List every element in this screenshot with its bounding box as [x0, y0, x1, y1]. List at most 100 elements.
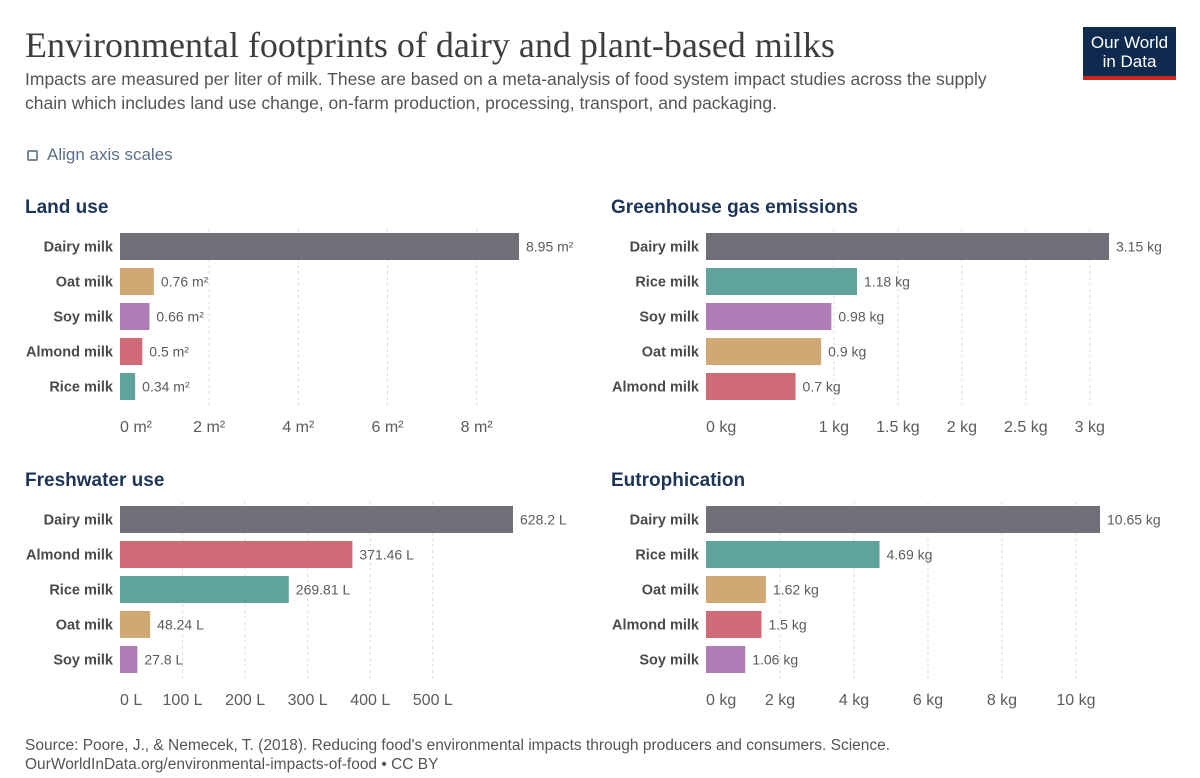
land-use-tick-label: 4 m² — [282, 419, 315, 436]
land-use-tick-label: 0 m² — [120, 419, 153, 436]
land-use-bar-almond-milk[interactable] — [120, 338, 143, 365]
land-use-category-label: Oat milk — [56, 275, 114, 291]
freshwater-tick-label: 0 L — [120, 692, 142, 709]
ghg-tick-label: 1 kg — [819, 419, 849, 436]
ghg-value-label: 0.98 kg — [838, 309, 884, 325]
eutrophication-bar-almond-milk[interactable] — [706, 611, 762, 638]
eutrophication-value-label: 4.69 kg — [887, 547, 933, 563]
owid-logo[interactable]: Our World in Data — [1083, 27, 1176, 80]
eutrophication-value-label: 1.5 kg — [768, 617, 806, 633]
ghg-bar-oat-milk[interactable] — [706, 338, 822, 365]
freshwater-value-label: 269.81 L — [296, 582, 351, 598]
panel-title-eutrophication: Eutrophication — [611, 470, 746, 491]
ghg-tick-label: 2.5 kg — [1004, 419, 1048, 436]
freshwater-bar-almond-milk[interactable] — [120, 541, 353, 568]
freshwater-bar-dairy-milk[interactable] — [120, 506, 513, 533]
eutrophication-tick-label: 6 kg — [913, 692, 943, 709]
freshwater-value-label: 27.8 L — [144, 652, 183, 668]
ghg-value-label: 0.7 kg — [803, 379, 841, 395]
eutrophication-category-label: Rice milk — [635, 548, 700, 564]
ghg-bar-soy-milk[interactable] — [706, 303, 832, 330]
align-axis-label: Align axis scales — [47, 145, 173, 164]
source-line-2[interactable]: OurWorldInData.org/environmental-impacts… — [25, 756, 439, 773]
land-use-bar-dairy-milk[interactable] — [120, 233, 519, 260]
eutrophication-tick-label: 0 kg — [706, 692, 736, 709]
chart-eutrophication: Dairy milk 10.65 kg Rice milk 4.69 kg Oat mi… — [612, 502, 1161, 709]
freshwater-bar-oat-milk[interactable] — [120, 611, 151, 638]
land-use-category-label: Rice milk — [49, 380, 114, 396]
ghg-category-label: Oat milk — [642, 345, 700, 361]
freshwater-bar-rice-milk[interactable] — [120, 576, 289, 603]
chart-subtitle: Impacts are measured per liter of milk. … — [25, 69, 987, 113]
eutrophication-bar-rice-milk[interactable] — [706, 541, 880, 568]
eutrophication-value-label: 1.06 kg — [752, 652, 798, 668]
ghg-category-label: Almond milk — [612, 380, 700, 396]
eutrophication-tick-label: 10 kg — [1056, 692, 1095, 709]
eutrophication-bar-soy-milk[interactable] — [706, 646, 746, 673]
land-use-category-label: Soy milk — [53, 310, 114, 326]
land-use-value-label: 8.95 m² — [526, 239, 574, 255]
ghg-bar-rice-milk[interactable] — [706, 268, 857, 295]
ghg-category-label: Rice milk — [635, 275, 700, 291]
ghg-value-label: 0.9 kg — [828, 344, 866, 360]
freshwater-category-label: Rice milk — [49, 583, 114, 599]
panel-title-land-use: Land use — [25, 197, 109, 218]
ghg-bar-dairy-milk[interactable] — [706, 233, 1109, 260]
land-use-bar-soy-milk[interactable] — [120, 303, 150, 330]
freshwater-category-label: Almond milk — [26, 548, 114, 564]
freshwater-tick-label: 200 L — [225, 692, 265, 709]
freshwater-bar-soy-milk[interactable] — [120, 646, 138, 673]
land-use-category-label: Almond milk — [26, 345, 114, 361]
ghg-value-label: 1.18 kg — [864, 274, 910, 290]
ghg-bar-almond-milk[interactable] — [706, 373, 796, 400]
freshwater-value-label: 628.2 L — [520, 512, 567, 528]
eutrophication-category-label: Oat milk — [642, 583, 700, 599]
land-use-tick-label: 8 m² — [461, 419, 494, 436]
freshwater-tick-label: 300 L — [288, 692, 328, 709]
eutrophication-bar-dairy-milk[interactable] — [706, 506, 1100, 533]
land-use-tick-label: 6 m² — [371, 419, 404, 436]
eutrophication-value-label: 1.62 kg — [773, 582, 819, 598]
freshwater-tick-label: 500 L — [413, 692, 453, 709]
panel-title-ghg: Greenhouse gas emissions — [611, 197, 859, 218]
freshwater-category-label: Oat milk — [56, 618, 114, 634]
eutrophication-category-label: Dairy milk — [630, 513, 700, 529]
logo-line-1: Our World — [1090, 33, 1169, 52]
eutrophication-bar-oat-milk[interactable] — [706, 576, 766, 603]
land-use-bar-oat-milk[interactable] — [120, 268, 154, 295]
freshwater-tick-label: 400 L — [350, 692, 390, 709]
align-axis-checkbox[interactable] — [27, 149, 38, 161]
logo-line-2: in Data — [1102, 52, 1157, 71]
source-line-1: Source: Poore, J., & Nemecek, T. (2018).… — [25, 737, 891, 754]
freshwater-value-label: 48.24 L — [157, 617, 204, 633]
freshwater-category-label: Soy milk — [53, 653, 114, 669]
eutrophication-tick-label: 8 kg — [987, 692, 1017, 709]
panel-title-freshwater: Freshwater use — [25, 470, 165, 491]
land-use-category-label: Dairy milk — [44, 240, 114, 256]
freshwater-tick-label: 100 L — [163, 692, 203, 709]
chart-ghg-emissions: Dairy milk 3.15 kg Rice milk 1.18 kg Soy mil… — [612, 229, 1162, 436]
chart-freshwater-use: Dairy milk 628.2 L Almond milk 371.46 L Rice… — [26, 502, 567, 709]
align-axis-toggle[interactable]: Align axis scales — [27, 144, 173, 166]
land-use-bar-rice-milk[interactable] — [120, 373, 136, 400]
freshwater-category-label: Dairy milk — [44, 513, 114, 529]
ghg-tick-label: 3 kg — [1075, 419, 1105, 436]
eutrophication-tick-label: 4 kg — [839, 692, 869, 709]
ghg-category-label: Dairy milk — [630, 240, 700, 256]
eutrophication-value-label: 10.65 kg — [1107, 512, 1161, 528]
chart-title: Environmental footprints of dairy and pl… — [25, 25, 835, 65]
source-note: Source: Poore, J., & Nemecek, T. (2018).… — [25, 736, 890, 774]
land-use-value-label: 0.5 m² — [149, 344, 189, 360]
land-use-value-label: 0.34 m² — [142, 379, 190, 395]
ghg-tick-label: 0 kg — [706, 419, 736, 436]
eutrophication-tick-label: 2 kg — [765, 692, 795, 709]
ghg-tick-label: 1.5 kg — [876, 419, 920, 436]
chart-land-use: Dairy milk 8.95 m² Oat milk 0.76 m² Soy milk… — [26, 229, 574, 436]
land-use-value-label: 0.76 m² — [161, 274, 209, 290]
land-use-value-label: 0.66 m² — [156, 309, 204, 325]
eutrophication-category-label: Soy milk — [639, 653, 700, 669]
freshwater-value-label: 371.46 L — [359, 547, 414, 563]
ghg-value-label: 3.15 kg — [1116, 239, 1162, 255]
ghg-category-label: Soy milk — [639, 310, 700, 326]
